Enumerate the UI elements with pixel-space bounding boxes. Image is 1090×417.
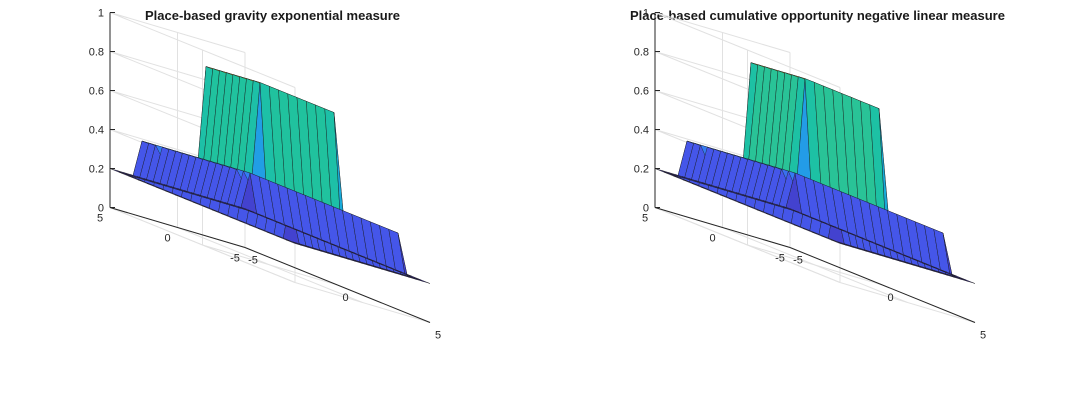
y-tick-label: 0 — [164, 233, 170, 245]
z-tick-label: 0.6 — [634, 86, 649, 98]
surface-patch — [413, 277, 431, 284]
surface-mesh — [654, 62, 976, 284]
y-tick-label: 0 — [709, 233, 715, 245]
surface-plot: 00.20.40.60.81-505-505 — [89, 8, 441, 342]
z-tick-label: 1 — [98, 8, 104, 20]
axis-lines — [109, 12, 431, 323]
x-tick-label: 5 — [435, 330, 441, 342]
y-tick-label: 5 — [97, 213, 103, 225]
z-tick-label: 0.4 — [89, 125, 104, 137]
z-tick-label: 0.4 — [634, 125, 649, 137]
z-tick-label: 1 — [643, 8, 649, 20]
surface-plot: 00.20.40.60.81-505-505 — [634, 8, 986, 342]
x-tick-label: -5 — [793, 255, 803, 267]
z-tick-label: 0 — [643, 203, 649, 215]
z-tick-label: 0.6 — [89, 86, 104, 98]
z-tick-label: 0 — [98, 203, 104, 215]
z-tick-label: 0.2 — [89, 164, 104, 176]
left-chart-panel: Place-based gravity exponential measure … — [89, 8, 441, 342]
surface-mesh — [109, 66, 431, 284]
y-tick-label: -5 — [230, 253, 240, 265]
z-tick-label: 0.8 — [634, 47, 649, 59]
y-tick-label: 5 — [642, 213, 648, 225]
chart-title: Place-based cumulative opportunity negat… — [630, 8, 1005, 23]
chart-title: Place-based gravity exponential measure — [144, 8, 401, 23]
z-tick-label: 0.2 — [634, 164, 649, 176]
surface-patch — [958, 277, 976, 284]
x-tick-label: -5 — [248, 255, 258, 267]
right-chart-panel: Place-based cumulative opportunity negat… — [545, 0, 1090, 417]
y-tick-label: -5 — [775, 253, 785, 265]
x-tick-label: 0 — [342, 292, 348, 304]
x-tick-label: 5 — [980, 330, 986, 342]
z-tick-label: 0.8 — [89, 47, 104, 59]
axis-lines — [654, 12, 976, 323]
x-tick-label: 0 — [887, 292, 893, 304]
